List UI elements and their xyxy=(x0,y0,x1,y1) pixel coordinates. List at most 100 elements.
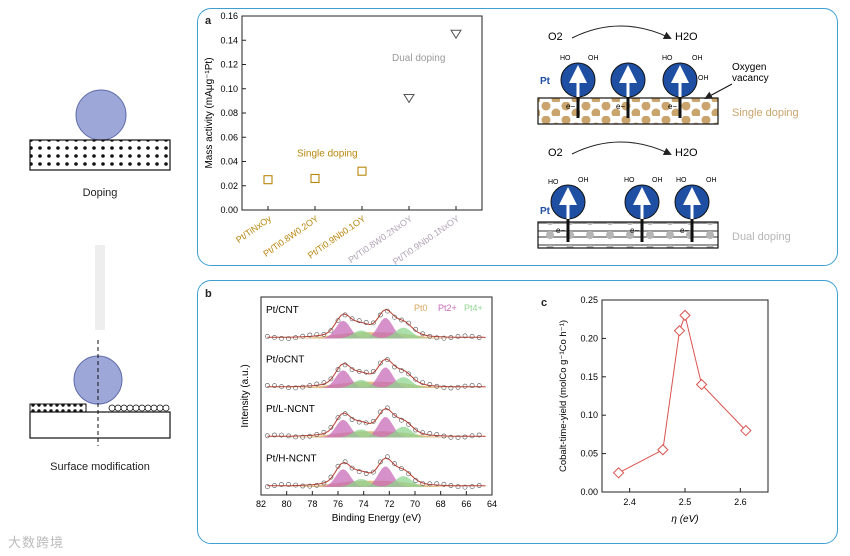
xps-data-point xyxy=(455,384,461,390)
xps-data-point xyxy=(434,481,440,487)
xps-data-point xyxy=(384,357,390,363)
xps-component-fill xyxy=(286,417,467,438)
pt-label-top: Pt xyxy=(540,76,551,87)
xps-data-point xyxy=(476,432,482,438)
panel-a-plot-frame xyxy=(241,15,483,211)
y-tick-label: 0.00 xyxy=(580,487,598,497)
oxygen-vacancy-label: Oxygen xyxy=(732,62,766,73)
xps-data-point xyxy=(370,320,376,326)
oh-label-5: OH xyxy=(652,177,663,184)
xps-data-point xyxy=(448,483,454,488)
xps-data-point xyxy=(399,317,404,323)
xps-data-point xyxy=(377,409,383,415)
xps-data-point xyxy=(392,314,397,320)
xps-data-point xyxy=(335,415,341,421)
xps-data-point xyxy=(455,484,461,490)
xps-data-point xyxy=(335,318,341,323)
xps-component-fill xyxy=(286,466,467,487)
ho-label-5: HO xyxy=(676,177,687,184)
xps-data-point xyxy=(349,316,355,322)
data-point-triangle xyxy=(450,29,462,40)
xps-data-point xyxy=(441,481,447,487)
xps-data-point xyxy=(300,333,306,339)
xps-data-point xyxy=(328,424,334,430)
legend-pt2: Pt2+ xyxy=(438,303,457,313)
xps-data-point xyxy=(293,434,298,440)
xps-data-point xyxy=(286,336,291,341)
xps-data-point xyxy=(434,335,440,341)
legend-pt4: Pt4+ xyxy=(464,303,483,313)
x-tick-label: 76 xyxy=(333,499,343,509)
xps-data-point xyxy=(427,333,433,339)
xps-data-point xyxy=(293,385,298,391)
xps-data-point xyxy=(441,433,447,439)
xps-data-point xyxy=(279,336,284,341)
xps-data-point xyxy=(279,384,284,390)
xps-data-point xyxy=(342,411,348,417)
y-tick-label: 0.10 xyxy=(580,410,598,420)
xps-data-point xyxy=(427,481,433,487)
pt-particles-top xyxy=(560,62,698,118)
xps-data-point xyxy=(363,369,369,375)
xps-data-point xyxy=(406,320,411,326)
xps-data-point xyxy=(328,328,334,334)
xps-data-point xyxy=(441,385,447,390)
y-tick-label: 0.06 xyxy=(220,132,238,142)
xps-data-point xyxy=(272,383,277,389)
x-tick-label: 74 xyxy=(359,499,369,509)
xps-data-point xyxy=(328,474,334,480)
series-line xyxy=(618,313,747,474)
x-tick-label: 2.4 xyxy=(623,497,636,507)
sample-label: Pt/oCNT xyxy=(266,355,304,366)
xps-data-point xyxy=(321,331,327,337)
xps-data-point xyxy=(272,483,277,488)
panel-bc-frame xyxy=(197,280,838,544)
xps-data-point xyxy=(328,376,334,382)
xps-data-point xyxy=(356,419,362,425)
single-doping-text: Single doping xyxy=(732,107,799,119)
doping-particle xyxy=(75,89,127,141)
y-tick-label: 0.04 xyxy=(220,157,238,167)
xps-data-point xyxy=(335,367,341,372)
panel-b-chart: 82 80 78 76 74 72 70 68 66 64 Binding Energy (eV) I… xyxy=(240,296,497,524)
surface-layer-right xyxy=(108,404,170,412)
data-point-diamond xyxy=(673,325,686,337)
xps-data-point xyxy=(462,333,468,339)
xps-data-point xyxy=(462,434,468,440)
xps-data-point xyxy=(307,433,313,439)
xps-data-point xyxy=(413,427,418,433)
sample-label: Pt/L-NCNT xyxy=(266,404,315,415)
x-tick-label: 66 xyxy=(461,499,471,509)
xps-data-point xyxy=(434,432,440,437)
oxygen-vacancy-label-2: vacancy xyxy=(732,73,769,84)
watermark: 大数跨境 xyxy=(8,535,65,550)
xps-data-point xyxy=(413,376,418,382)
surface-layer-left xyxy=(29,403,87,413)
xps-data-point xyxy=(321,380,327,386)
electron-label-2: e− xyxy=(616,102,625,111)
xps-component-fill xyxy=(286,367,467,388)
electron-label-1: e− xyxy=(566,102,575,111)
xps-data-point xyxy=(399,368,404,374)
xps-component-fill xyxy=(286,318,467,339)
xps-data-point xyxy=(265,484,270,490)
xps-data-point xyxy=(314,381,320,387)
panel-a-letter: a xyxy=(205,15,212,27)
x-tick-label: 72 xyxy=(384,499,394,509)
y-tick-label: 0.00 xyxy=(220,205,238,215)
xps-data-point xyxy=(370,369,376,374)
xps-data-point xyxy=(363,420,369,426)
y-tick-label: 0.02 xyxy=(220,181,238,191)
xps-data-point xyxy=(356,469,362,475)
xps-data-point xyxy=(427,382,433,387)
y-tick-label: 0.25 xyxy=(580,295,598,305)
xps-data-point xyxy=(434,383,440,389)
data-point-diamond xyxy=(679,309,691,322)
panel-b-letter: b xyxy=(205,288,212,300)
xps-data-point xyxy=(392,413,397,418)
o2-top-label: O2 xyxy=(548,31,563,43)
x-tick-label: 82 xyxy=(256,499,266,509)
xps-data-point xyxy=(293,482,298,488)
xps-data-point xyxy=(420,331,426,337)
pt-label-bottom: Pt xyxy=(540,206,551,217)
